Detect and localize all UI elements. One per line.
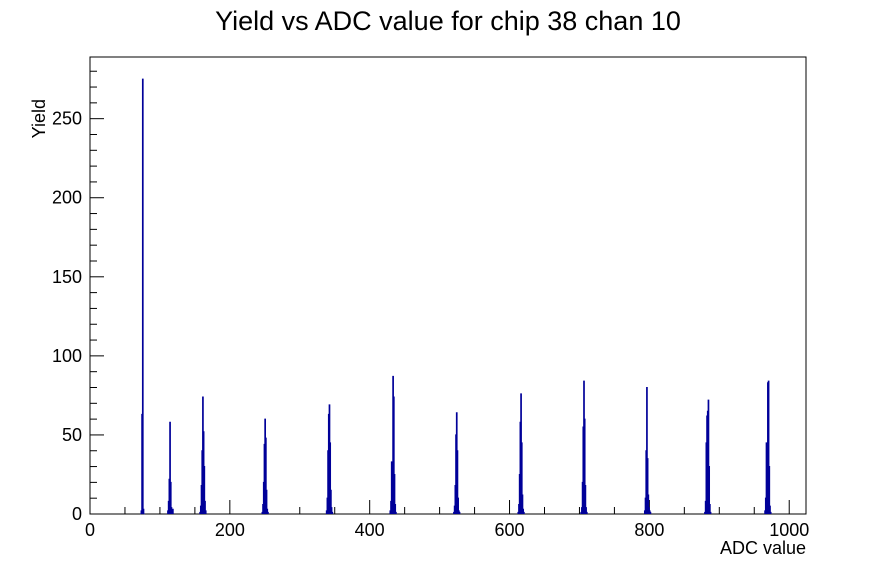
plot-frame (89, 56, 807, 515)
x-tick-label: 400 (355, 520, 385, 540)
histogram-bin (204, 500, 206, 514)
histogram-bin (169, 421, 171, 514)
histogram-bin (266, 508, 269, 514)
histogram-bin (170, 507, 173, 514)
x-tick-label: 0 (85, 520, 95, 540)
histogram-bin (585, 511, 588, 514)
histogram-bin (457, 497, 459, 514)
y-tick-label: 0 (72, 504, 82, 524)
y-tick-label: 200 (52, 188, 82, 208)
histogram-bin (520, 442, 523, 514)
histogram-bin (649, 511, 652, 514)
histogram-bin (456, 450, 459, 514)
histogram-bin (769, 511, 772, 514)
x-tick-label: 800 (634, 520, 664, 540)
histogram-bin (267, 511, 269, 514)
x-tick-label: 200 (215, 520, 245, 540)
histogram-bin (583, 418, 586, 514)
histogram-bin (769, 505, 771, 514)
y-tick-label: 50 (62, 425, 82, 445)
histogram-bin (709, 504, 711, 514)
histogram-bin (265, 437, 267, 514)
histogram-bin (331, 511, 334, 514)
histogram-bin (458, 511, 461, 514)
histogram-bin (204, 510, 207, 514)
histogram-bin (265, 489, 268, 514)
histogram-bin (330, 507, 333, 514)
histogram-bin (330, 489, 332, 514)
histogram-bin (393, 473, 396, 514)
histogram-bin (521, 494, 524, 514)
histogram-bin (585, 507, 587, 514)
x-tick-label: 1000 (769, 520, 809, 540)
y-tick-label: 250 (52, 109, 82, 129)
y-tick-label: 100 (52, 346, 82, 366)
histogram-bin (169, 481, 172, 514)
x-axis-label: ADC value (720, 538, 806, 558)
histogram-bin (142, 508, 145, 514)
histogram-bin (646, 386, 648, 514)
chart-title: Yield vs ADC value for chip 38 chan 10 (215, 6, 681, 36)
histogram-bin (392, 396, 395, 514)
x-tick-label: 600 (495, 520, 525, 540)
y-tick-label: 150 (52, 267, 82, 287)
histogram-bin (708, 466, 711, 514)
histogram-bin (141, 78, 144, 514)
histogram-bin (646, 458, 649, 514)
histogram-bin (523, 511, 525, 514)
y-axis-label: Yield (29, 99, 49, 138)
histogram-bin (172, 508, 174, 514)
histogram-bin (767, 380, 770, 514)
histogram-bin (329, 442, 332, 514)
histogram-bin (707, 399, 710, 514)
histogram-bin (709, 511, 712, 514)
histogram-bin (584, 485, 587, 514)
histogram-bin (395, 511, 397, 514)
histogram-bin (394, 504, 397, 514)
histogram-bin (768, 466, 771, 514)
histogram-bin (203, 466, 206, 514)
histogram-bin (522, 508, 525, 514)
histogram-bin (647, 494, 650, 514)
